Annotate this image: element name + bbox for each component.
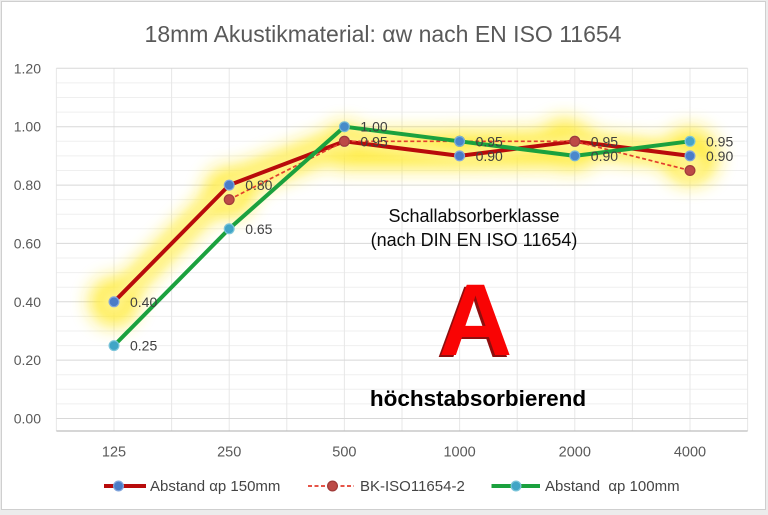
svg-text:0.95: 0.95	[706, 133, 733, 149]
svg-text:0.95: 0.95	[591, 133, 618, 149]
svg-text:A: A	[436, 265, 510, 379]
svg-text:250: 250	[217, 445, 241, 461]
svg-text:1.00: 1.00	[360, 119, 387, 135]
svg-text:0.95: 0.95	[476, 133, 503, 149]
svg-text:0.40: 0.40	[14, 294, 41, 310]
svg-text:Abstand αp 150mm: Abstand αp 150mm	[150, 478, 280, 495]
svg-text:(nach DIN EN ISO 11654): (nach DIN EN ISO 11654)	[371, 230, 578, 250]
svg-text:1000: 1000	[443, 445, 475, 461]
svg-text:4000: 4000	[674, 445, 706, 461]
svg-text:0.90: 0.90	[706, 148, 733, 164]
svg-text:0.95: 0.95	[360, 133, 387, 149]
svg-text:0.80: 0.80	[14, 177, 41, 193]
svg-text:höchstabsorbierend: höchstabsorbierend	[370, 386, 586, 411]
svg-text:0.90: 0.90	[591, 148, 618, 164]
svg-text:1.00: 1.00	[14, 119, 41, 135]
svg-text:0.90: 0.90	[476, 148, 503, 164]
svg-text:0.20: 0.20	[14, 352, 41, 368]
svg-text:0.00: 0.00	[14, 411, 41, 427]
svg-text:0.65: 0.65	[245, 221, 272, 237]
svg-text:A: A	[439, 263, 513, 377]
svg-text:125: 125	[102, 445, 126, 461]
svg-text:0.80: 0.80	[245, 177, 272, 193]
svg-text:0.40: 0.40	[130, 294, 157, 310]
svg-text:2000: 2000	[559, 445, 591, 461]
svg-text:Abstand αp 100mm: Abstand αp 100mm	[545, 478, 680, 495]
svg-text:500: 500	[332, 445, 356, 461]
svg-text:0.60: 0.60	[14, 235, 41, 251]
svg-text:1.20: 1.20	[14, 60, 41, 76]
svg-text:BK-ISO11654-2: BK-ISO11654-2	[360, 478, 465, 495]
svg-text:18mm Akustikmaterial: αw nach: 18mm Akustikmaterial: αw nach EN ISO 116…	[145, 21, 622, 47]
svg-text:Schallabsorberklasse: Schallabsorberklasse	[388, 206, 559, 226]
svg-text:0.25: 0.25	[130, 338, 157, 354]
